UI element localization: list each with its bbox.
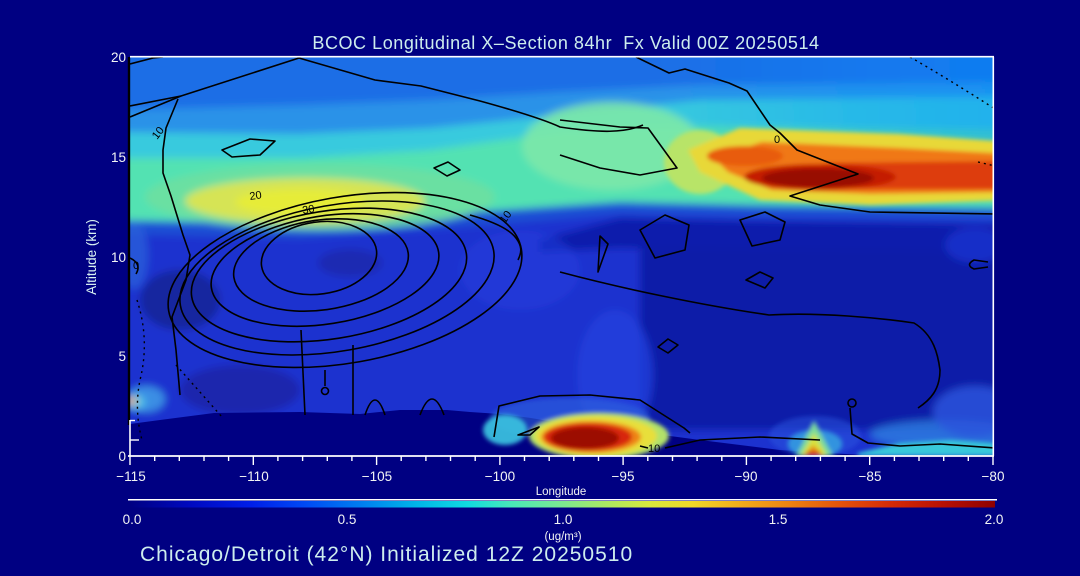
svg-text:5: 5 [118,349,126,364]
svg-text:1.0: 1.0 [554,512,573,527]
svg-text:0.5: 0.5 [338,512,357,527]
svg-text:−95: −95 [612,469,635,484]
svg-text:0.0: 0.0 [123,512,142,527]
svg-text:15: 15 [111,150,126,165]
svg-text:10: 10 [111,250,126,265]
svg-text:0: 0 [118,449,126,464]
svg-text:−100: −100 [485,469,515,484]
svg-text:1.5: 1.5 [769,512,788,527]
svg-text:−105: −105 [362,469,392,484]
svg-text:10: 10 [498,209,515,226]
svg-text:0: 0 [133,260,139,272]
svg-text:Longitude: Longitude [536,486,587,498]
svg-text:0: 0 [774,134,780,146]
svg-text:Altitude (km): Altitude (km) [84,219,99,295]
svg-text:−110: −110 [239,469,268,484]
svg-text:BCOC Longitudinal X–Section 84: BCOC Longitudinal X–Section 84hr Fx Vali… [312,33,819,53]
svg-text:2.0: 2.0 [985,512,1004,527]
svg-text:20: 20 [249,189,263,203]
svg-text:−90: −90 [735,469,758,484]
svg-text:(ug/m³): (ug/m³) [544,531,581,543]
svg-text:10: 10 [150,125,167,142]
svg-text:30: 30 [301,203,315,217]
svg-text:−115: −115 [116,469,145,484]
svg-text:10: 10 [648,443,660,455]
svg-text:−80: −80 [982,469,1005,484]
svg-text:−85: −85 [859,469,882,484]
svg-text:20: 20 [111,50,126,65]
svg-text:Chicago/Detroit (42°N) Initial: Chicago/Detroit (42°N) Initialized 12Z 2… [140,543,633,566]
